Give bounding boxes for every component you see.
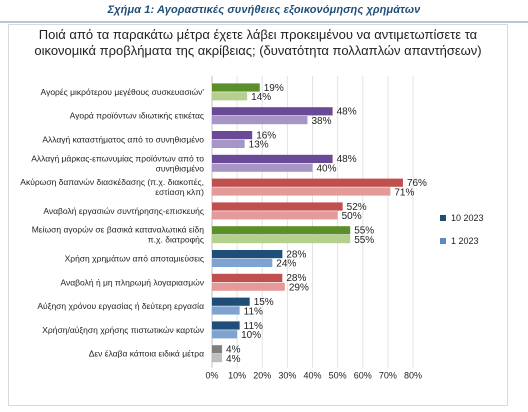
x-tick-label: 70% (379, 371, 397, 381)
value-label-1-2023: 11% (244, 306, 263, 317)
value-label-1-2023: 24% (276, 259, 296, 270)
chart-title-line-2: οικονομικά προβλήματα της ακρίβειας; (δυ… (34, 43, 482, 58)
value-label-1-2023: 29% (289, 283, 309, 294)
category-label: Αναβολή εργασιών συντήρησης-επισκευής (43, 206, 204, 216)
value-label-1-2023: 4% (226, 354, 241, 365)
value-label-10-2023: 76% (407, 178, 427, 189)
legend-swatch (440, 238, 446, 244)
legend-label: 10 2023 (451, 213, 484, 223)
bar-10-2023 (212, 154, 333, 163)
value-label-1-2023: 40% (317, 164, 337, 175)
bar-1-2023 (212, 330, 238, 339)
category-label: Δεν έλαβα κάποια ειδικά μέτρα (89, 349, 204, 359)
value-label-1-2023: 71% (394, 187, 414, 198)
value-label-10-2023: 11% (244, 321, 263, 332)
legend-swatch (440, 215, 446, 221)
chart-title: Ποιά από τα παρακάτω μέτρα έχετε λάβει π… (20, 27, 496, 59)
bar-10-2023 (212, 273, 283, 282)
bar-10-2023 (212, 345, 223, 354)
category-label: εστίαση κλπ) (155, 187, 204, 197)
category-label: Αγορές μικρότερου μεγέθους συσκευασιών' (41, 87, 205, 97)
value-label-10-2023: 28% (286, 273, 306, 284)
bar-1-2023 (212, 92, 248, 101)
bar-1-2023 (212, 139, 245, 148)
value-label-10-2023: 28% (286, 249, 306, 260)
category-label: Μείωση αγορών σε βασικά καταναλωτικά είδ… (32, 225, 205, 235)
value-label-1-2023: 14% (251, 92, 271, 103)
x-tick-label: 20% (253, 371, 271, 381)
category-label: π.χ. διατροφής (148, 235, 204, 245)
value-label-10-2023: 15% (254, 297, 274, 308)
legend-label: 1 2023 (451, 236, 479, 246)
value-label-10-2023: 16% (256, 130, 276, 141)
value-label-1-2023: 13% (249, 140, 269, 151)
x-tick-label: 80% (404, 371, 422, 381)
category-label: Αναβολή ή μη πληρωμή λογαριασμών (60, 277, 204, 287)
bar-1-2023 (212, 258, 273, 267)
value-label-1-2023: 10% (241, 330, 261, 341)
value-label-10-2023: 19% (264, 83, 284, 94)
category-label: Χρήση/αύξηση χρήσης πιστωτικών καρτών (42, 325, 204, 335)
x-tick-label: 0% (205, 371, 218, 381)
value-label-10-2023: 48% (337, 107, 357, 118)
bar-10-2023 (212, 83, 260, 92)
bar-1-2023 (212, 282, 285, 291)
bar-1-2023 (212, 211, 338, 220)
category-label: Αλλαγή μάρκας-επωνυμίας προϊόντων από το (31, 153, 204, 163)
category-label: Ακύρωση δαπανών διασκέδασης (π.χ. διακοπ… (20, 177, 204, 187)
x-tick-label: 40% (303, 371, 321, 381)
bar-10-2023 (212, 297, 250, 306)
value-label-10-2023: 55% (354, 226, 374, 237)
category-label: Αλλαγή καταστήματος από το συνηθισμένο (42, 135, 204, 145)
x-tick-label: 30% (278, 371, 296, 381)
bar-10-2023 (212, 250, 283, 259)
bar-10-2023 (212, 226, 351, 235)
bar-10-2023 (212, 321, 240, 330)
bar-10-2023 (212, 131, 253, 140)
value-label-1-2023: 50% (342, 211, 362, 222)
x-tick-label: 50% (329, 371, 347, 381)
value-label-1-2023: 38% (311, 116, 331, 127)
bar-10-2023 (212, 202, 343, 211)
bar-1-2023 (212, 163, 313, 172)
value-label-10-2023: 4% (226, 345, 241, 356)
category-label: συνηθισμένο (156, 163, 205, 173)
value-label-10-2023: 48% (337, 154, 357, 165)
bar-1-2023 (212, 187, 391, 196)
category-label: Αύξηση χρόνου εργασίας ή δεύτερη εργασία (37, 301, 204, 311)
value-label-1-2023: 55% (354, 235, 374, 246)
bar-1-2023 (212, 235, 351, 244)
value-label-10-2023: 52% (347, 202, 367, 213)
category-label: Αγορά προϊόντων ιδιωτικής ετικέτας (70, 111, 204, 121)
bar-10-2023 (212, 178, 403, 187)
chart-title-line-1: Ποιά από τα παρακάτω μέτρα έχετε λάβει π… (38, 27, 478, 42)
x-tick-label: 10% (228, 371, 246, 381)
bar-1-2023 (212, 354, 223, 363)
bar-1-2023 (212, 116, 308, 125)
bar-10-2023 (212, 107, 333, 116)
x-tick-label: 60% (354, 371, 372, 381)
chart-frame (8, 24, 508, 406)
caption-rule (0, 21, 528, 23)
bar-1-2023 (212, 306, 240, 315)
figure-caption: Σχήμα 1: Αγοραστικές συνήθειες εξοικονόμ… (107, 4, 421, 16)
category-label: Χρήση χρημάτων από αποταμιεύσεις (65, 254, 204, 264)
